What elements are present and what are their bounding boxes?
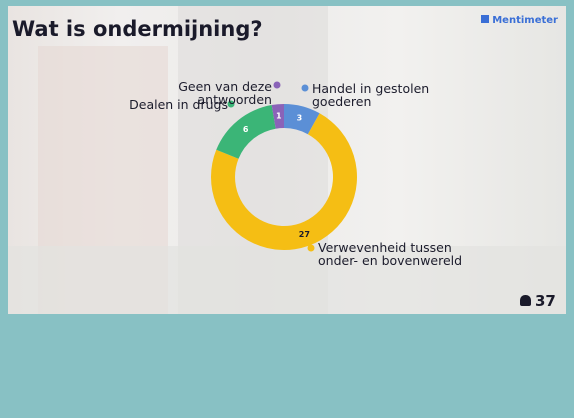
- legend-dot: [227, 100, 235, 108]
- participants: 37: [520, 292, 556, 310]
- donut-slice: [271, 104, 284, 129]
- chart-title: Wat is ondermijning?: [12, 17, 263, 41]
- category-label: Geen van deze antwoorden: [178, 79, 272, 107]
- brand-icon: [481, 15, 490, 23]
- category-label: Verwevenheid tussen onder- en bovenwerel…: [318, 240, 463, 268]
- user-icon: [520, 295, 531, 306]
- value-label: 1: [276, 112, 282, 121]
- category-label: Handel in gestolen goederen: [312, 81, 430, 109]
- category-label: Dealen in drugs: [129, 97, 228, 112]
- donut-slice: [284, 104, 320, 135]
- participant-count: 37: [535, 292, 556, 310]
- value-label: 3: [297, 113, 303, 122]
- legend-dot: [301, 84, 309, 92]
- bg-street: [8, 246, 566, 314]
- donut-slice: [210, 113, 357, 251]
- brand-text: Mentimeter: [492, 15, 558, 26]
- donut-slice: [216, 105, 276, 159]
- value-label: 27: [299, 230, 310, 239]
- value-label: 6: [243, 125, 249, 134]
- legend-dot: [273, 81, 281, 89]
- brand: Mentimeter: [481, 15, 558, 26]
- legend-dot: [307, 244, 315, 252]
- slide: [8, 6, 566, 314]
